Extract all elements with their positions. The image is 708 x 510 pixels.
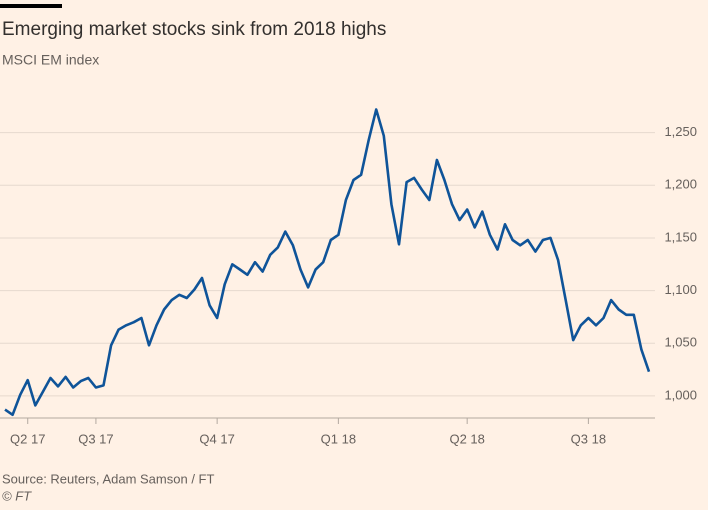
y-tick-label: 1,150 xyxy=(664,229,697,244)
x-tick-label: Q3 17 xyxy=(78,431,113,446)
x-tick-label: Q1 18 xyxy=(321,431,356,446)
source: Source: Reuters, Adam Samson / FT xyxy=(2,471,214,486)
line xyxy=(4,108,651,417)
chart-title: Emerging market stocks sink from 2018 hi… xyxy=(2,19,386,40)
y-tick-label: 1,100 xyxy=(664,282,697,297)
y-tick-label: 1,050 xyxy=(664,335,697,350)
x-tick-label: Q3 18 xyxy=(571,431,606,446)
y-tick-label: 1,000 xyxy=(664,387,697,402)
y-tick-label: 1,200 xyxy=(664,177,697,192)
title-bar xyxy=(0,4,62,8)
x-tick-label: Q4 17 xyxy=(199,431,234,446)
x-tick-label: Q2 18 xyxy=(449,431,484,446)
x-tick-label: Q2 17 xyxy=(10,431,45,446)
y-tick-label: 1,250 xyxy=(664,124,697,139)
chart-subtitle: MSCI EM index xyxy=(2,52,99,68)
credit: © FT xyxy=(2,488,32,503)
